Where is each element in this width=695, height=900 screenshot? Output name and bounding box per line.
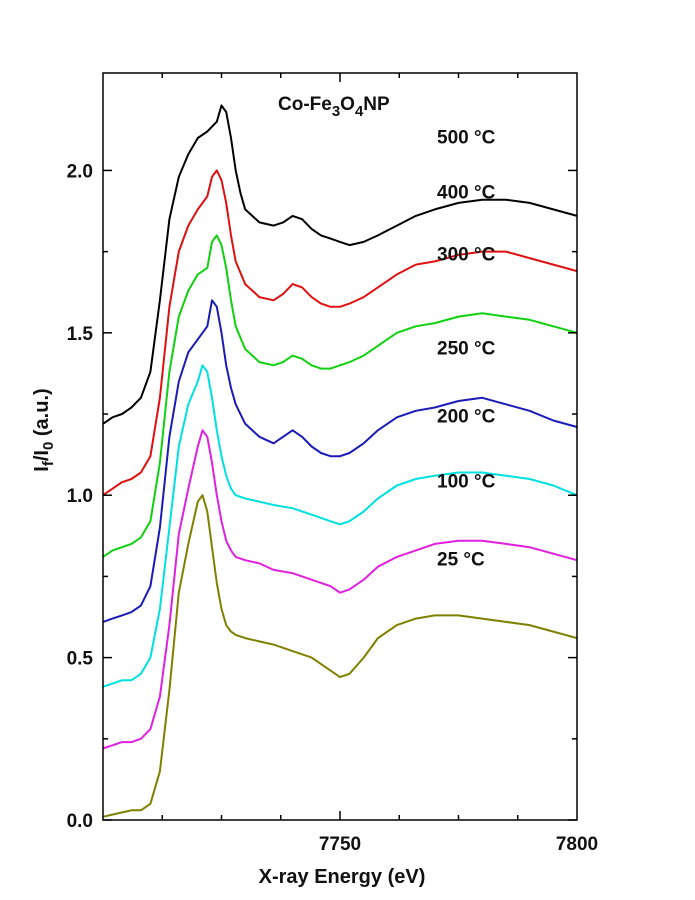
series-label-5: 400 °C bbox=[437, 183, 496, 204]
series-label-0: 25 °C bbox=[437, 550, 485, 571]
y-axis-title-part-a: I bbox=[31, 466, 53, 472]
y-axis-title-part-e: (a.u.) bbox=[31, 388, 53, 441]
series-line-3 bbox=[102, 299, 578, 623]
y-tick-label: 2.0 bbox=[67, 161, 93, 182]
y-tick-label: 1.5 bbox=[67, 324, 94, 345]
labels-layer: 0.0 0.5 1.0 1.5 2.0 7750 7800 25 °C 100 °C 200 °C… bbox=[67, 127, 599, 855]
plot-title-part-c: O bbox=[340, 94, 355, 115]
series-label-1: 100 °C bbox=[437, 472, 496, 493]
series-label-2: 200 °C bbox=[437, 407, 496, 428]
ticks-layer bbox=[103, 73, 577, 821]
series-line-4 bbox=[102, 234, 578, 558]
y-axis-title-part-d: 0 bbox=[40, 442, 57, 450]
x-tick-label: 7800 bbox=[556, 834, 598, 855]
y-axis-title-part-b: f bbox=[40, 460, 57, 466]
series-line-1 bbox=[102, 429, 578, 750]
y-axis-title-part-c: /I bbox=[31, 450, 53, 461]
series-line-2 bbox=[102, 364, 578, 688]
series-line-6 bbox=[102, 104, 578, 425]
plot-title-part-a: Co-Fe bbox=[278, 94, 332, 115]
x-tick-label: 7750 bbox=[319, 834, 361, 855]
y-tick-label: 0.0 bbox=[67, 811, 93, 832]
x-axis-title: X-ray Energy (eV) bbox=[259, 866, 426, 888]
series-label-6: 500 °C bbox=[437, 127, 496, 148]
plot-title-part-e: NP bbox=[363, 94, 390, 115]
plot-title-part-b: 3 bbox=[332, 103, 340, 120]
series-label-4: 300 °C bbox=[437, 244, 496, 265]
y-tick-label: 1.0 bbox=[67, 486, 93, 507]
plot-frame bbox=[102, 72, 578, 821]
plot-title-part-d: 4 bbox=[355, 103, 364, 120]
series-label-3: 250 °C bbox=[437, 338, 496, 359]
y-axis-title: If/I0 (a.u.) bbox=[31, 388, 57, 471]
series-layer bbox=[102, 104, 578, 818]
plot-title: Co-Fe3O4NP bbox=[278, 94, 390, 120]
series-line-0 bbox=[102, 494, 578, 818]
series-line-5 bbox=[102, 169, 578, 497]
y-tick-label: 0.5 bbox=[67, 649, 94, 670]
